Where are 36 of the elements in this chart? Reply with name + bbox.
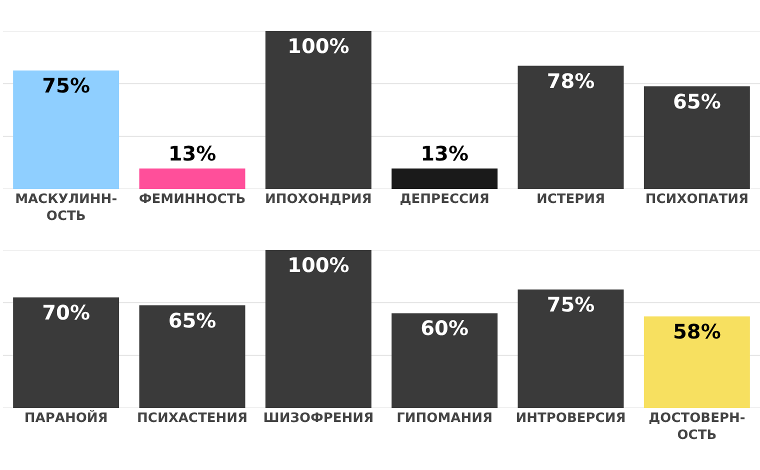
bar <box>518 66 624 189</box>
bar <box>13 297 120 408</box>
x-tick-label: ПСИХАСТЕНИЯ <box>137 411 248 426</box>
bar <box>265 250 372 408</box>
data-label: 100% <box>288 34 350 58</box>
x-tick-label: ШИЗОФРЕНИЯ <box>263 411 374 426</box>
x-tick-label: ФЕМИННОСТЬ <box>138 192 246 207</box>
data-label: 13% <box>420 141 469 166</box>
x-tick-label: МАСКУЛИНН-ОСТЬ <box>15 192 118 224</box>
bar <box>644 316 750 408</box>
bar <box>644 86 750 189</box>
data-label: 58% <box>672 319 721 344</box>
bar <box>265 31 372 189</box>
data-label: 70% <box>42 300 90 324</box>
data-label: 100% <box>288 253 350 277</box>
x-tick-label: ДЕПРЕССИЯ <box>400 192 490 207</box>
x-tick-label: ДОСТОВЕРН-ОСТЬ <box>648 411 746 443</box>
bar <box>518 290 624 408</box>
x-tick-label: ИПОХОНДРИЯ <box>265 192 372 207</box>
data-label: 75% <box>546 292 595 316</box>
data-label: 13% <box>168 141 216 166</box>
bar <box>13 70 120 189</box>
x-tick-label: ПСИХОПАТИЯ <box>645 192 748 207</box>
data-label: 65% <box>672 89 721 114</box>
bar <box>392 313 498 408</box>
x-tick-label: ИСТЕРИЯ <box>536 192 606 207</box>
data-label: 75% <box>42 74 90 98</box>
data-label: 65% <box>168 308 216 332</box>
bar <box>139 168 246 189</box>
x-tick-label: ПАРАНОЙЯ <box>24 409 108 426</box>
data-label: 78% <box>546 68 595 93</box>
data-label: 60% <box>420 316 469 340</box>
x-tick-label: ИНТРОВЕРСИЯ <box>516 411 626 426</box>
x-tick-label: ГИПОМАНИЯ <box>396 411 493 426</box>
bar <box>392 168 498 189</box>
bar <box>139 305 246 408</box>
